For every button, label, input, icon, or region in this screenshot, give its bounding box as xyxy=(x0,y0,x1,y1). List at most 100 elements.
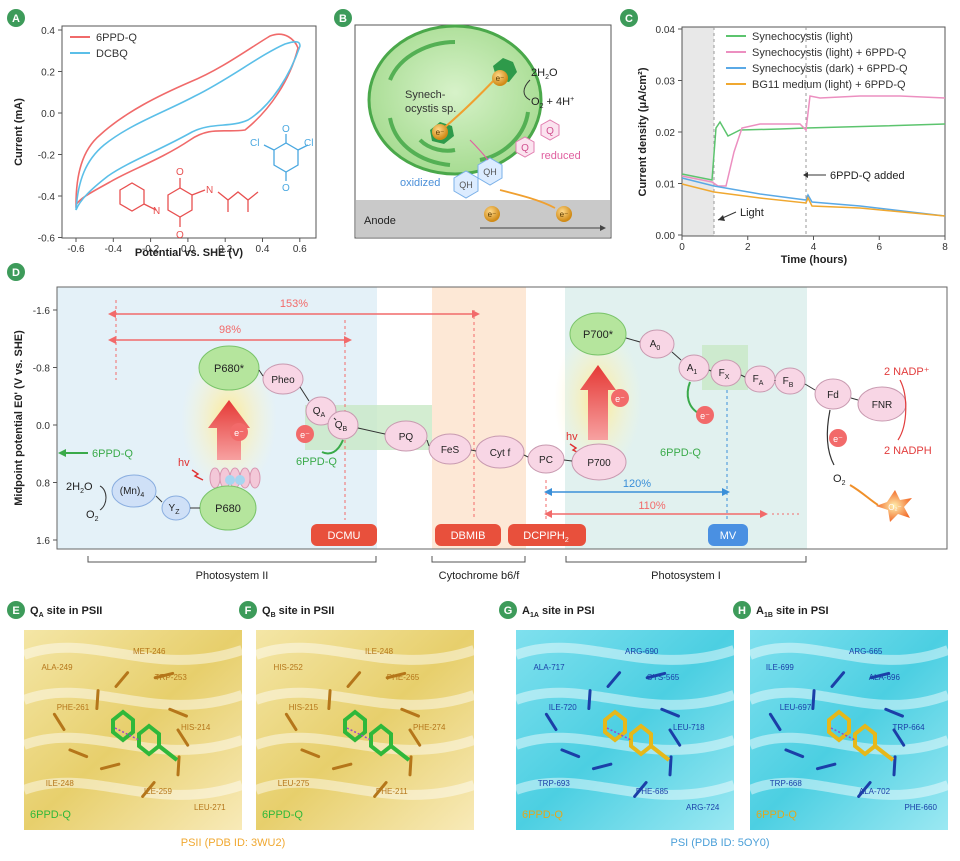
residue-label: HIS-252 xyxy=(273,663,303,672)
pct-110: 110% xyxy=(638,500,666,512)
panel-f-badge xyxy=(239,601,257,619)
nadp-arrow xyxy=(897,379,907,441)
water-label: 2H2O xyxy=(531,67,558,81)
residue-stick xyxy=(811,689,816,711)
curve-light xyxy=(681,120,946,181)
electron-label-3: e⁻ xyxy=(488,210,497,219)
residue-stick xyxy=(869,671,891,680)
quinone-label-2: Q xyxy=(521,143,529,154)
psii-o2-label: O2 xyxy=(86,509,99,523)
inhibitor-mv xyxy=(708,524,748,546)
panel-f-title: QB site in PSII xyxy=(262,605,334,619)
residue-stick xyxy=(114,671,130,688)
inhibitor-dcpiph2 xyxy=(508,524,586,546)
protein-ribbon xyxy=(514,732,736,755)
inhibitor-dbmib-label: DBMIB xyxy=(451,530,486,542)
residue-stick xyxy=(645,671,667,680)
residue-label: LEU-697 xyxy=(780,703,812,712)
d-ytick-label: -0.8 xyxy=(33,364,51,375)
c-ytick-label: 0.00 xyxy=(656,231,676,242)
panel-d-badge xyxy=(7,263,25,281)
residue-stick xyxy=(99,762,121,771)
water-arrow xyxy=(523,79,531,101)
residue-label: HIS-214 xyxy=(181,723,211,732)
hv-label-psi: hv xyxy=(566,431,578,443)
hbond xyxy=(346,727,372,741)
footer-psi: PSI (PDB ID: 5OY0) xyxy=(670,837,769,849)
panel-g-title: A1A site in PSI xyxy=(522,605,595,619)
node-p700-star xyxy=(569,312,627,356)
protein-ribbon xyxy=(254,642,476,665)
footer-psii: PSII (PDB ID: 3WU2) xyxy=(181,837,286,849)
node-pq-label: PQ xyxy=(399,432,414,443)
cv-curve-6ppdq xyxy=(75,33,299,209)
mol-o-top: O xyxy=(176,167,184,178)
protein-ribbon xyxy=(514,687,736,710)
ligand-chain xyxy=(649,744,671,762)
residue-label: ALA-717 xyxy=(533,663,565,672)
legend-dcbq: DCBQ xyxy=(96,48,128,60)
legend-6ppdq: 6PPD-Q xyxy=(96,32,137,44)
residue-stick xyxy=(815,762,837,771)
curve-dark-ppdq xyxy=(681,177,946,217)
residue-label: MET-246 xyxy=(133,647,166,656)
residue-label: ARG-665 xyxy=(849,647,883,656)
electron-icon-4 xyxy=(556,206,572,222)
electron-fd-label: e⁻ xyxy=(833,434,843,444)
residue-label: LEU-275 xyxy=(278,779,310,788)
panel-e-title: QA site in PSII xyxy=(30,605,102,619)
arrow-153-head-l xyxy=(108,310,116,318)
residue-stick xyxy=(52,712,66,732)
electron-icon-p700 xyxy=(611,389,629,407)
residue-label: TRP-693 xyxy=(538,779,571,788)
residue-stick xyxy=(544,712,558,732)
superoxide-label: O₂⁻ xyxy=(888,503,902,512)
c-legend-entry: BG11 medium (light) + 6PPD-Q xyxy=(752,79,906,91)
dark-period-shade xyxy=(682,27,714,236)
inhibitor-dbmib xyxy=(435,524,501,546)
curve-light-ppdq xyxy=(681,95,946,187)
panel-d-axes xyxy=(56,286,948,550)
panel-h-label: H xyxy=(738,605,746,617)
dcbq-o-top: O xyxy=(282,124,290,135)
node-fes-label: FeS xyxy=(441,445,460,456)
residue-stick xyxy=(892,728,906,747)
a-ytick-label: -0.6 xyxy=(38,234,56,245)
a-ytick-label: 0.4 xyxy=(41,26,55,37)
protein-ribbon xyxy=(22,642,244,665)
residue-label: ILE-259 xyxy=(144,787,173,796)
c-xtick-label: 2 xyxy=(745,242,751,253)
a-xtick-label: 0.0 xyxy=(181,244,195,255)
molecule-6ppdq xyxy=(119,178,259,227)
node-fb xyxy=(774,367,806,395)
node-pc xyxy=(527,444,565,474)
residue-stick xyxy=(857,781,872,798)
panel-e: E QA site in PSII MET-246 ALA-249 TRP-253 PHE… xyxy=(7,601,244,830)
panel-f: F QB site in PSII ILE-248 HIS-252 PHE-265 HIS… xyxy=(239,601,476,830)
node-cytf xyxy=(475,435,525,469)
protein-ribbon xyxy=(22,687,244,710)
residue-stick xyxy=(830,671,846,688)
residue-stick xyxy=(346,671,362,688)
node-pc-label: PC xyxy=(539,455,553,466)
pct-153: 153% xyxy=(280,298,308,310)
node-cytf-label: Cyt f xyxy=(490,448,511,459)
protein-ribbon xyxy=(748,687,950,710)
residue-label: PHE-211 xyxy=(376,787,408,796)
hbond xyxy=(114,727,140,741)
curve-bg11-ppdq xyxy=(681,183,946,217)
node-fnr-label: FNR xyxy=(872,400,893,411)
ligand-ring xyxy=(603,709,627,743)
protein-ribbon xyxy=(514,777,736,800)
d-ytick-label: 0.8 xyxy=(36,479,50,490)
node-p700-label: P700 xyxy=(587,458,611,469)
electron-icon-1 xyxy=(492,70,508,86)
residue-stick xyxy=(300,748,321,759)
arrow-110-head-r xyxy=(760,510,768,518)
residue-stick xyxy=(892,755,897,777)
annot-6ppdq-added: 6PPD-Q added xyxy=(830,170,905,182)
bracket-psii xyxy=(87,556,377,563)
panel-e-ligand-label: 6PPD-Q xyxy=(30,809,71,821)
panel-b-label: B xyxy=(339,13,347,25)
protein-ribbon xyxy=(514,642,736,665)
